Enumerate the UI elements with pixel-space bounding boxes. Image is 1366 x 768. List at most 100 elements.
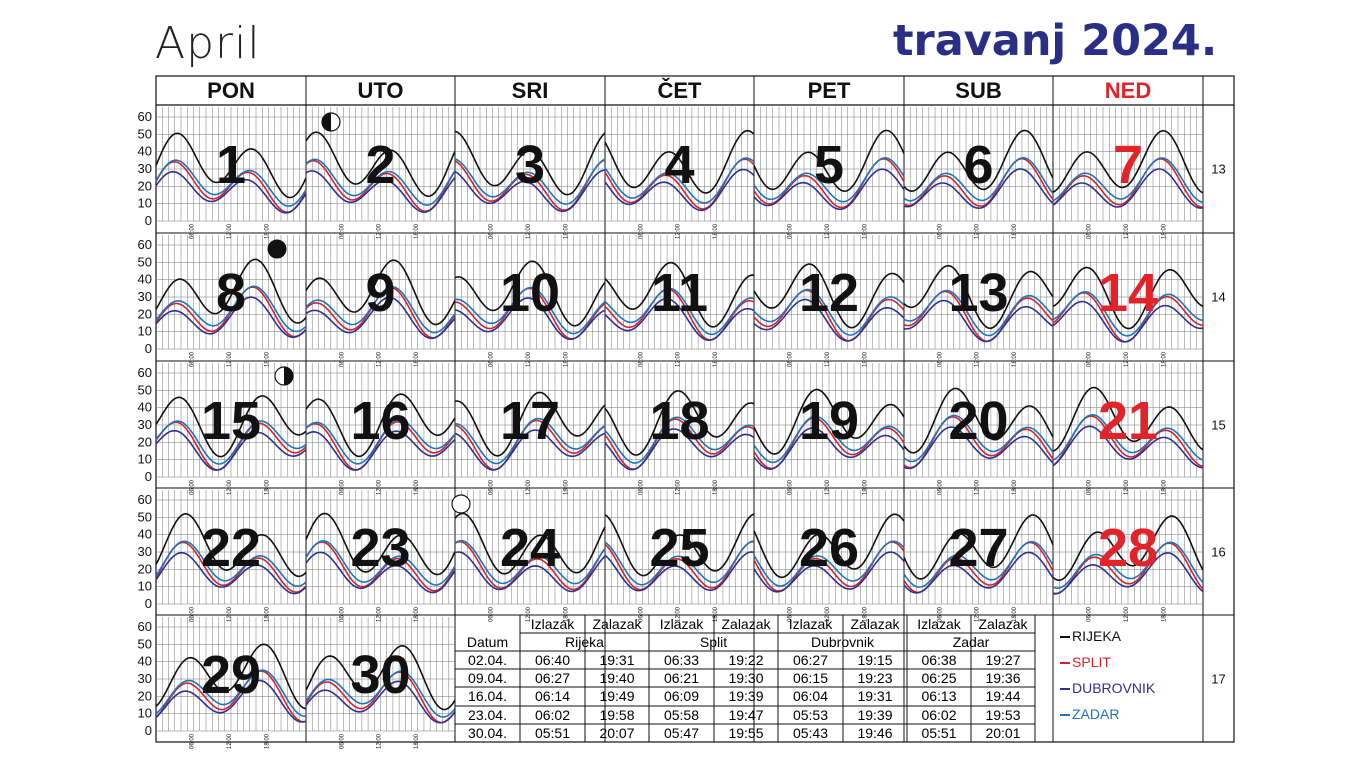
y-tick-label: 10 (138, 452, 152, 467)
table-cell: 20:07 (599, 725, 634, 741)
x-tick-label: 18:00 (1012, 479, 1018, 495)
y-tick-label: 10 (138, 324, 152, 339)
y-tick-label: 40 (138, 400, 152, 415)
x-tick-label: 06:00 (489, 351, 495, 367)
full-moon-moon-icon (451, 494, 471, 514)
tide-line-split (903, 416, 1054, 469)
tide-line-split (1052, 157, 1204, 208)
table-cell: 05:51 (535, 725, 570, 741)
tide-line-zadar (155, 420, 307, 465)
day-cell: 06:00 12:00 18:00 4 (604, 107, 755, 239)
table-cell: 19:36 (985, 670, 1020, 686)
x-tick-label: 18:00 (1162, 479, 1168, 495)
day-cell: 06:00 12:00 18:00 11 (604, 235, 755, 367)
day-cell: 06:00 12:00 18:00 23 (305, 490, 456, 622)
day-number: 7 (1113, 135, 1143, 195)
x-tick-label: 18:00 (564, 606, 570, 622)
tide-line-dubrovnik (155, 429, 307, 471)
x-tick-label: 06:00 (638, 479, 644, 495)
day-number: 17 (500, 391, 560, 451)
x-tick-label: 06:00 (937, 479, 943, 495)
x-tick-label: 12:00 (825, 351, 831, 367)
y-tick-label: 20 (138, 688, 152, 703)
x-tick-label: 06:00 (638, 223, 644, 239)
day-number: 13 (948, 263, 1008, 323)
y-tick-label: 10 (138, 579, 152, 594)
x-tick-label: 18:00 (414, 606, 420, 622)
y-tick-label: 60 (138, 619, 152, 634)
day-number: 25 (649, 518, 709, 578)
tide-line-zadar (454, 540, 606, 585)
tide-line-dubrovnik (903, 299, 1054, 343)
y-tick-label: 20 (138, 561, 152, 576)
day-number: 8 (216, 263, 246, 323)
table-cell: 19:31 (857, 688, 892, 704)
tide-line-rijeka (155, 132, 307, 199)
x-tick-label: 06:00 (788, 351, 794, 367)
table-cell: 06:27 (535, 670, 570, 686)
table-cell: 19:27 (985, 652, 1020, 668)
tide-line-rijeka (753, 129, 905, 193)
x-tick-label: 18:00 (564, 351, 570, 367)
y-tick-label: 60 (138, 237, 152, 252)
y-tick-label: 50 (138, 509, 152, 524)
tide-line-dubrovnik (903, 168, 1054, 210)
table-cell: 19:31 (599, 652, 634, 668)
tide-line-zadar (454, 417, 606, 465)
x-tick-label: 06:00 (489, 479, 495, 495)
x-tick-label: 12:00 (825, 479, 831, 495)
tide-line-zadar (155, 159, 307, 207)
tide-line-rijeka (604, 513, 755, 577)
table-cell: 06:27 (793, 652, 828, 668)
tide-line-zadar (305, 419, 456, 465)
day-cell: 06:00 12:00 18:00 19 (753, 363, 905, 495)
tide-line-dubrovnik (1052, 300, 1204, 343)
y-tick-label: 30 (138, 544, 152, 559)
last-quarter-moon-icon (321, 112, 341, 132)
table-cell: 06:21 (664, 670, 699, 686)
moon-disc (451, 494, 471, 514)
x-tick-label: 06:00 (489, 223, 495, 239)
x-tick-label: 12:00 (377, 351, 383, 367)
table-cell: 06:15 (793, 670, 828, 686)
tide-line-zadar (604, 540, 755, 586)
tide-line-dubrovnik (604, 551, 755, 592)
y-tick-label: 40 (138, 527, 152, 542)
x-tick-label: 18:00 (863, 606, 869, 622)
x-tick-label: 12:00 (227, 351, 233, 367)
table-cell: 06:40 (535, 652, 570, 668)
day-cell: 06:00 12:00 18:00 14 (1052, 235, 1204, 367)
weekday-header: NED (1105, 78, 1151, 103)
day-number: 12 (799, 263, 859, 323)
x-tick-label: 12:00 (676, 223, 682, 239)
x-tick-label: 12:00 (676, 606, 682, 622)
legend-label: DUBROVNIK (1072, 680, 1156, 696)
day-number: 23 (350, 518, 410, 578)
x-tick-label: 12:00 (975, 606, 981, 622)
x-tick-label: 06:00 (1087, 479, 1093, 495)
tide-line-zadar (1052, 413, 1204, 461)
x-tick-label: 06:00 (937, 351, 943, 367)
y-tick-label: 0 (145, 469, 152, 484)
legend: RIJEKA SPLIT DUBROVNIK ZADAR (1060, 628, 1156, 722)
x-tick-label: 12:00 (227, 479, 233, 495)
y-tick-label: 60 (138, 109, 152, 124)
table-header: Zalazak (850, 616, 900, 632)
x-tick-label: 18:00 (863, 223, 869, 239)
table-cell: 06:04 (793, 688, 828, 704)
x-tick-label: 06:00 (788, 606, 794, 622)
tide-line-dubrovnik (155, 679, 307, 723)
tide-line-zadar (1052, 541, 1204, 590)
table-cell: 06:14 (535, 688, 570, 704)
x-tick-label: 18:00 (863, 479, 869, 495)
x-tick-label: 06:00 (489, 606, 495, 622)
tide-line-dubrovnik (903, 551, 1054, 594)
tide-line-rijeka (305, 259, 456, 326)
y-tick-label: 0 (145, 596, 152, 611)
table-cell: 09.04. (468, 670, 507, 686)
day-number: 11 (651, 263, 708, 323)
table-city: Rijeka (565, 634, 604, 650)
day-number: 24 (500, 518, 560, 578)
day-number: 21 (1098, 391, 1158, 451)
day-cell: 06:00 12:00 18:00 30 (305, 617, 456, 749)
